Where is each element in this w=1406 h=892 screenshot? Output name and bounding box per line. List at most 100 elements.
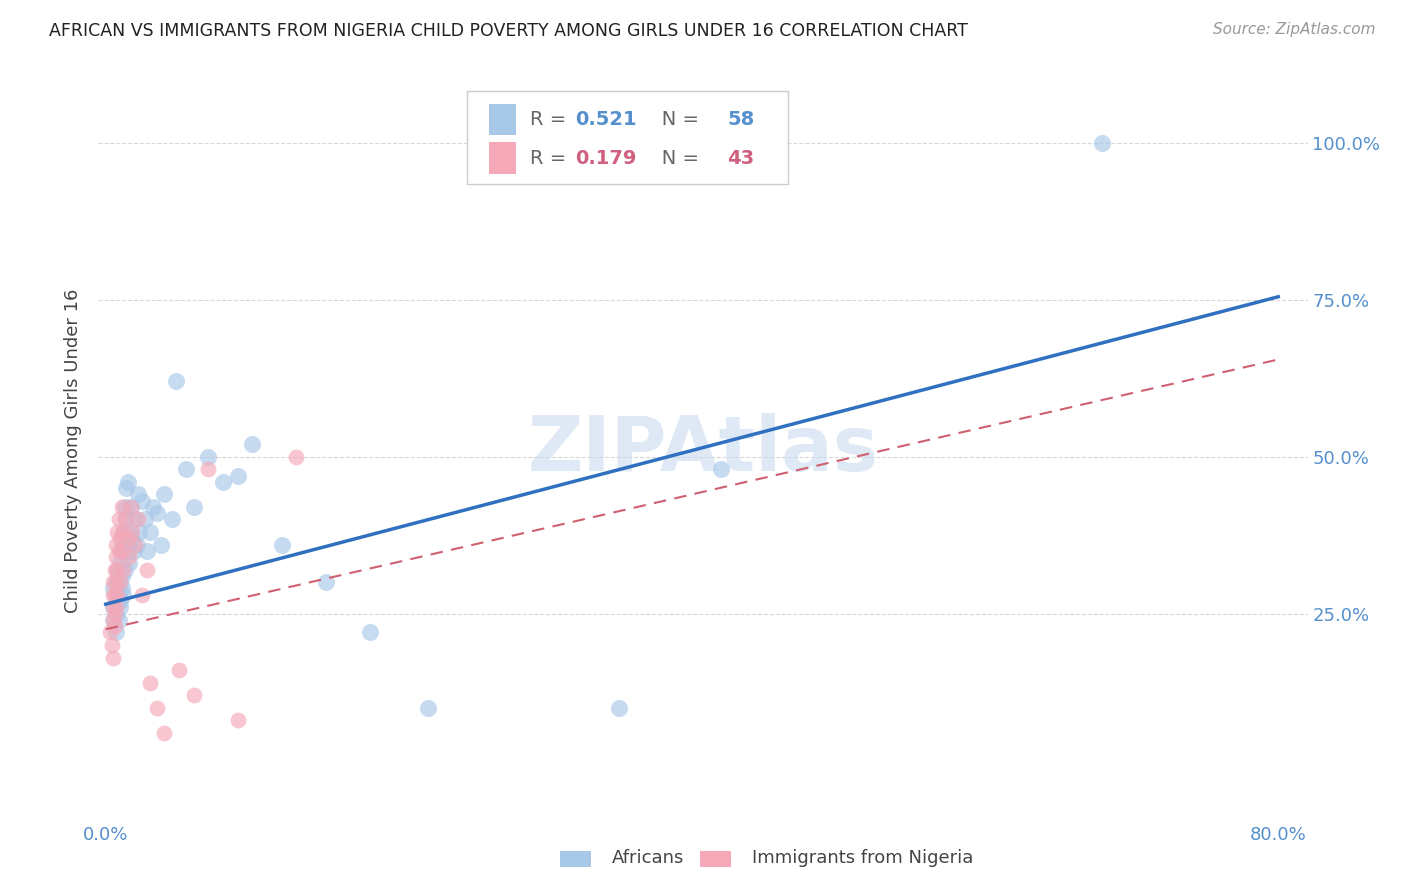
Point xyxy=(125,538,148,552)
Point xyxy=(150,538,173,552)
Point xyxy=(138,675,160,690)
Point xyxy=(103,588,125,602)
Point xyxy=(197,450,219,464)
Point xyxy=(183,688,205,702)
Text: R =: R = xyxy=(530,110,572,128)
Point xyxy=(146,506,169,520)
Bar xyxy=(489,143,516,174)
Point xyxy=(114,563,136,577)
Point xyxy=(111,500,134,514)
Point xyxy=(127,487,149,501)
Point xyxy=(105,575,128,590)
Point xyxy=(142,500,165,514)
Point xyxy=(115,512,138,526)
Point xyxy=(359,625,381,640)
Point xyxy=(105,538,128,552)
Point xyxy=(103,607,125,621)
Point xyxy=(146,700,169,714)
Point xyxy=(117,544,139,558)
Text: Immigrants from Nigeria: Immigrants from Nigeria xyxy=(752,849,973,867)
Point xyxy=(105,575,128,590)
Point xyxy=(108,544,131,558)
Point xyxy=(110,600,132,615)
Point xyxy=(117,475,139,489)
Text: 58: 58 xyxy=(727,110,755,128)
Point xyxy=(101,582,124,596)
Point xyxy=(120,500,142,514)
Text: ZIPAtlas: ZIPAtlas xyxy=(527,414,879,487)
Point xyxy=(710,462,733,476)
Text: N =: N = xyxy=(643,148,704,168)
Point xyxy=(112,563,135,577)
Point xyxy=(131,588,153,602)
Point xyxy=(226,713,249,727)
Point xyxy=(118,550,141,565)
Point xyxy=(165,375,187,389)
Point xyxy=(270,538,292,552)
Point xyxy=(101,613,124,627)
Point xyxy=(111,544,134,558)
Point xyxy=(176,462,198,476)
Point xyxy=(112,588,135,602)
Point xyxy=(128,524,150,539)
Point xyxy=(112,538,135,552)
Point xyxy=(98,625,121,640)
Point xyxy=(105,600,128,615)
Point xyxy=(110,575,132,590)
Point xyxy=(111,569,134,583)
Point xyxy=(105,550,128,565)
Point xyxy=(117,531,139,545)
Point xyxy=(315,575,337,590)
Text: 0.521: 0.521 xyxy=(575,110,637,128)
Point xyxy=(101,575,124,590)
Point xyxy=(120,500,142,514)
Point xyxy=(101,600,124,615)
Point xyxy=(101,600,124,615)
Point xyxy=(127,512,149,526)
Point xyxy=(111,544,134,558)
Text: R =: R = xyxy=(530,148,572,168)
Point xyxy=(105,625,128,640)
Bar xyxy=(489,103,516,135)
Point xyxy=(118,557,141,571)
Point xyxy=(167,663,190,677)
Point xyxy=(112,524,135,539)
Point xyxy=(103,619,125,633)
Point xyxy=(107,563,129,577)
Point xyxy=(114,500,136,514)
Point xyxy=(108,512,131,526)
Point xyxy=(105,607,128,621)
Point xyxy=(107,588,129,602)
Point xyxy=(115,481,138,495)
Point xyxy=(108,588,131,602)
Point xyxy=(135,563,157,577)
Point xyxy=(121,531,143,545)
Point xyxy=(110,531,132,545)
Text: 0.179: 0.179 xyxy=(575,148,636,168)
Point xyxy=(153,487,176,501)
Point xyxy=(135,544,157,558)
Point xyxy=(153,726,176,740)
Point xyxy=(285,450,308,464)
Point xyxy=(131,493,153,508)
Point xyxy=(110,575,132,590)
Point xyxy=(110,594,132,608)
Text: N =: N = xyxy=(643,110,704,128)
Bar xyxy=(560,851,591,867)
Text: AFRICAN VS IMMIGRANTS FROM NIGERIA CHILD POVERTY AMONG GIRLS UNDER 16 CORRELATIO: AFRICAN VS IMMIGRANTS FROM NIGERIA CHILD… xyxy=(49,22,969,40)
Point xyxy=(183,500,205,514)
Point xyxy=(110,557,132,571)
Point xyxy=(607,700,630,714)
Point xyxy=(118,524,141,539)
Point xyxy=(108,613,131,627)
Point xyxy=(122,544,145,558)
Point xyxy=(111,582,134,596)
Point xyxy=(197,462,219,476)
Point xyxy=(103,563,125,577)
Point xyxy=(101,650,124,665)
Point xyxy=(114,512,136,526)
Point xyxy=(1091,136,1114,150)
Point xyxy=(160,512,183,526)
Point xyxy=(112,524,135,539)
Point xyxy=(212,475,235,489)
